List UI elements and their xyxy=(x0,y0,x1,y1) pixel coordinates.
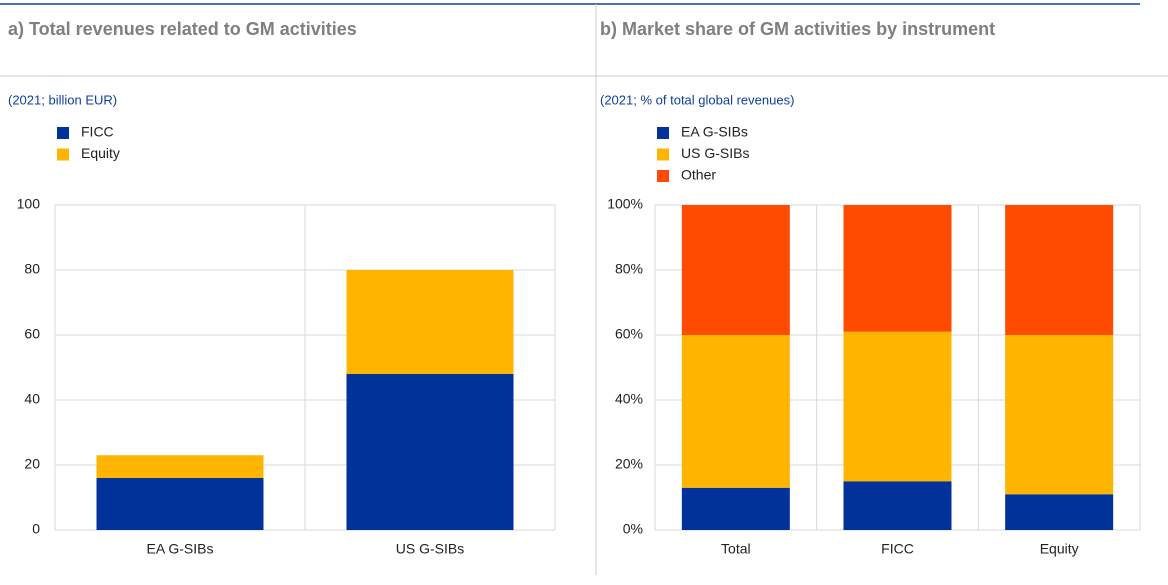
y-tick-label: 0 xyxy=(32,521,40,537)
bar-segment xyxy=(346,270,514,374)
y-tick-label: 60 xyxy=(24,326,40,342)
legend-swatch xyxy=(657,170,669,182)
y-tick-label: 20% xyxy=(615,456,643,472)
legend-label: EA G-SIBs xyxy=(681,124,748,140)
bar-segment xyxy=(1005,494,1114,530)
y-tick-label: 20 xyxy=(24,456,40,472)
bar-segment xyxy=(681,335,790,488)
x-tick-label: Equity xyxy=(1040,541,1079,557)
bar-segment xyxy=(843,481,952,530)
legend-swatch xyxy=(657,148,669,161)
bar-segment xyxy=(1005,335,1114,495)
legend-swatch xyxy=(657,127,669,139)
legend-label: Other xyxy=(681,167,716,183)
bar-segment xyxy=(681,205,790,335)
bar-segment xyxy=(346,374,514,530)
x-tick-label: FICC xyxy=(881,541,914,557)
bar-segment xyxy=(843,331,952,482)
legend-label: Equity xyxy=(81,145,120,161)
x-tick-label: EA G-SIBs xyxy=(147,541,214,557)
chart-title: b) Market share of GM activities by inst… xyxy=(600,19,995,39)
y-tick-label: 100% xyxy=(607,196,643,212)
y-tick-label: 80 xyxy=(24,261,40,277)
bar-segment xyxy=(843,205,952,332)
legend-swatch xyxy=(57,148,69,161)
y-tick-label: 40% xyxy=(615,391,643,407)
legend-label: FICC xyxy=(81,124,114,140)
x-tick-label: US G-SIBs xyxy=(396,541,464,557)
bar-segment xyxy=(681,487,790,530)
y-tick-label: 100 xyxy=(17,196,41,212)
y-tick-label: 60% xyxy=(615,326,643,342)
bar-segment xyxy=(1005,205,1114,335)
legend-label: US G-SIBs xyxy=(681,145,749,161)
chart-title: a) Total revenues related to GM activiti… xyxy=(8,19,357,39)
y-tick-label: 80% xyxy=(615,261,643,277)
subtitle: (2021; % of total global revenues) xyxy=(600,92,794,107)
bar-segment xyxy=(96,455,264,478)
y-tick-label: 0% xyxy=(623,521,643,537)
bar-segment xyxy=(96,478,264,530)
x-tick-label: Total xyxy=(721,541,751,557)
legend-swatch xyxy=(57,127,69,139)
y-tick-label: 40 xyxy=(24,391,40,407)
subtitle: (2021; billion EUR) xyxy=(8,92,117,107)
